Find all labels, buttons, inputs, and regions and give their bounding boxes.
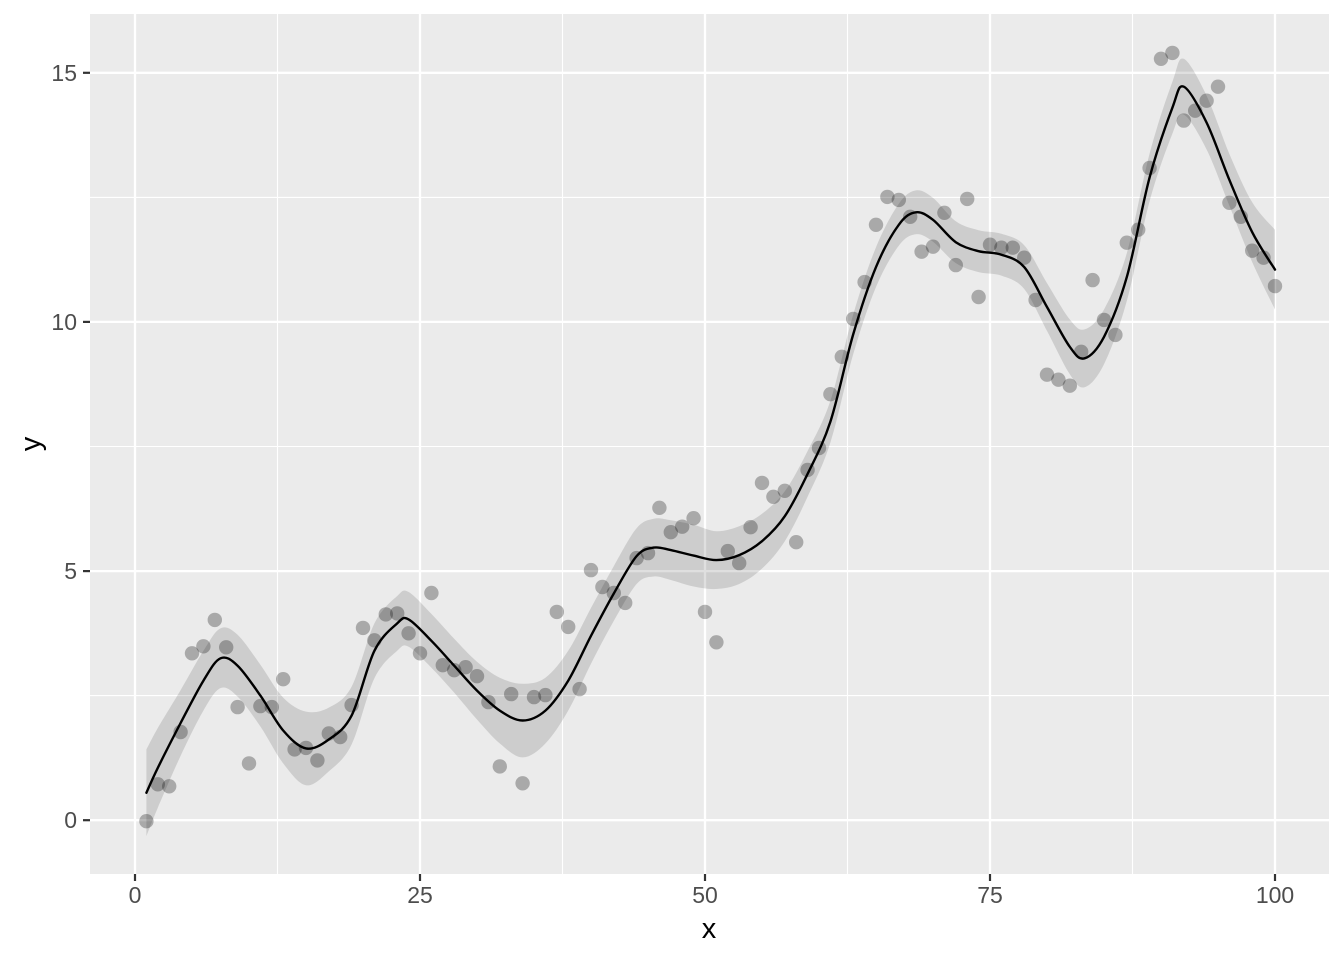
scatter-point bbox=[549, 604, 564, 620]
scatter-point bbox=[1210, 79, 1226, 94]
scatter-point bbox=[937, 205, 952, 220]
scatter-point bbox=[982, 237, 998, 252]
scatter-point bbox=[823, 387, 838, 402]
scatter-point bbox=[1085, 272, 1100, 288]
scatter-point bbox=[789, 535, 804, 550]
scatter-point bbox=[971, 289, 986, 305]
scatter-point bbox=[1028, 292, 1043, 308]
scatter-point bbox=[675, 519, 690, 534]
scatter-point bbox=[230, 699, 245, 715]
scatter-point bbox=[697, 604, 713, 620]
scatter-point bbox=[1005, 240, 1020, 255]
x-tick-label: 0 bbox=[129, 882, 142, 908]
scatter-point bbox=[1016, 250, 1032, 265]
y-axis-title: y bbox=[15, 436, 47, 451]
scatter-point bbox=[709, 635, 724, 650]
y-tick-label: 15 bbox=[51, 60, 77, 86]
scatter-point bbox=[891, 192, 906, 208]
panel-background bbox=[90, 14, 1329, 874]
scatter-point bbox=[1051, 372, 1066, 387]
scatter-point bbox=[583, 562, 599, 578]
scatter-point bbox=[492, 759, 507, 774]
y-tick-label: 10 bbox=[51, 309, 77, 335]
major-gridlines bbox=[90, 14, 1329, 874]
scatter-point bbox=[686, 511, 701, 526]
scatter-point bbox=[504, 686, 519, 702]
scatter-point bbox=[1153, 51, 1169, 66]
scatter-point bbox=[720, 543, 735, 559]
scatter-point bbox=[994, 240, 1009, 255]
scatter-point bbox=[595, 579, 610, 595]
x-tick-labels: 0 25 50 75 100 bbox=[129, 882, 1295, 908]
scatter-point bbox=[754, 475, 770, 491]
minor-gridlines bbox=[90, 14, 1329, 874]
scatter-point bbox=[868, 217, 884, 232]
scatter-point bbox=[618, 595, 633, 611]
scatter-point bbox=[401, 626, 416, 641]
scatter-point bbox=[766, 489, 781, 504]
scatter-point bbox=[914, 244, 929, 259]
scatter-point bbox=[139, 814, 154, 829]
y-tick-label: 0 bbox=[64, 807, 77, 833]
x-tick-label: 50 bbox=[692, 882, 718, 908]
y-tick-labels: 0 5 10 15 bbox=[51, 60, 77, 833]
scatter-point bbox=[241, 756, 257, 771]
scatter-point bbox=[1119, 235, 1135, 250]
scatter-point bbox=[1256, 250, 1271, 265]
scatter-point bbox=[424, 585, 439, 601]
scatter-point bbox=[743, 520, 758, 535]
scatter-point bbox=[652, 500, 667, 515]
scatter-point bbox=[1176, 113, 1192, 128]
scatter-point bbox=[732, 555, 747, 571]
x-axis-title: x bbox=[702, 913, 717, 945]
scatter-point bbox=[1039, 367, 1055, 382]
scatter-point bbox=[1108, 327, 1123, 343]
scatter-point bbox=[948, 257, 963, 273]
scatter-point bbox=[526, 689, 542, 705]
y-tick-label: 5 bbox=[64, 558, 77, 584]
x-tick-label: 25 bbox=[407, 882, 433, 908]
scatter-point bbox=[184, 646, 200, 661]
scatter-point bbox=[447, 663, 462, 678]
scatter-point bbox=[435, 658, 450, 673]
scatter-point bbox=[1267, 278, 1283, 294]
scatter-point bbox=[162, 779, 177, 794]
scatter-point bbox=[264, 699, 279, 715]
scatter-point bbox=[663, 525, 678, 540]
scatter-point bbox=[925, 239, 941, 254]
scatter-point bbox=[412, 646, 428, 661]
scatter-point bbox=[390, 606, 405, 621]
scatter-point bbox=[515, 776, 530, 791]
scatter-point bbox=[469, 669, 485, 684]
scatter-point bbox=[378, 607, 393, 622]
scatter-points bbox=[139, 45, 1283, 829]
scatter-point bbox=[458, 660, 473, 675]
axis-tick-marks bbox=[83, 71, 1277, 881]
scatter-point bbox=[561, 619, 576, 635]
scatter-point bbox=[1096, 312, 1112, 328]
scatter-point bbox=[207, 612, 222, 628]
scatter-point bbox=[1245, 243, 1260, 258]
scatter-point bbox=[1222, 195, 1237, 210]
scatter-point bbox=[538, 687, 553, 703]
scatter-point bbox=[355, 620, 371, 636]
scatter-point bbox=[1199, 93, 1214, 108]
scatter-point bbox=[572, 681, 587, 697]
scatter-point bbox=[1165, 45, 1180, 61]
scatter-point bbox=[219, 640, 234, 655]
scatter-point bbox=[960, 191, 975, 207]
scatter-point bbox=[150, 777, 165, 792]
scatter-point bbox=[276, 672, 291, 687]
scatter-point bbox=[880, 189, 895, 205]
x-tick-label: 100 bbox=[1256, 882, 1294, 908]
scatter-point bbox=[1062, 378, 1078, 393]
scatter-point bbox=[777, 483, 792, 498]
smooth-line bbox=[145, 85, 1277, 794]
smooth-line-path bbox=[145, 85, 1277, 794]
x-tick-label: 75 bbox=[977, 882, 1003, 908]
scatter-point bbox=[196, 639, 211, 654]
scatter-point bbox=[310, 753, 325, 768]
